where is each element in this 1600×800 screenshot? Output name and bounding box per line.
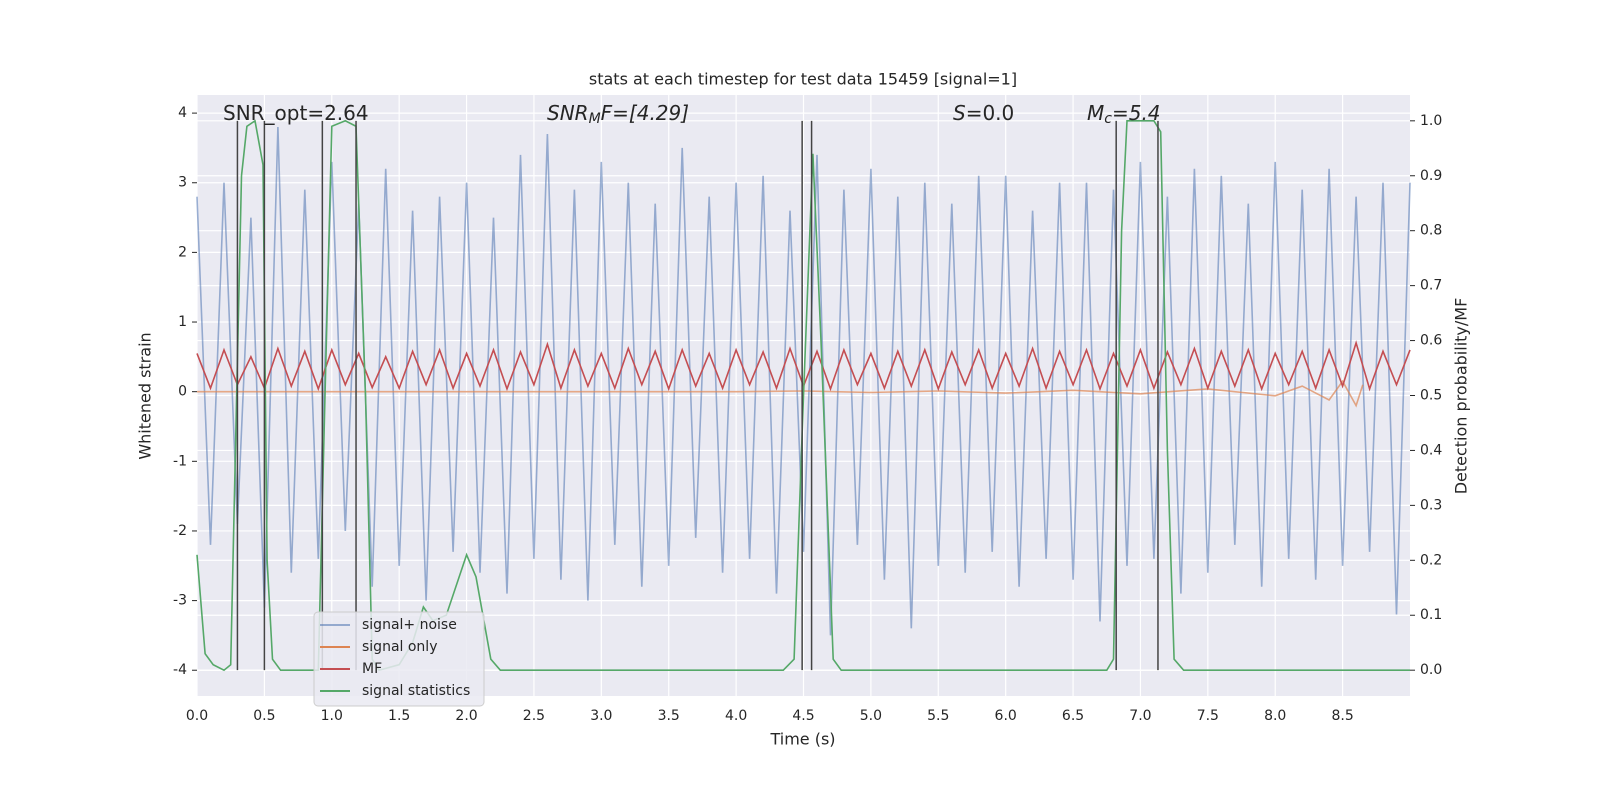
y2-tick-label: 0.0 xyxy=(1420,662,1442,678)
legend-label: signal only xyxy=(362,639,437,655)
annotation-sub: M xyxy=(589,111,601,127)
annotation: Mc=5.4 xyxy=(1087,101,1161,128)
y-tick-label: -2 xyxy=(173,523,187,539)
y2-tick-label: 0.3 xyxy=(1420,497,1442,513)
chart-title: stats at each timestep for test data 154… xyxy=(589,70,1017,89)
x-tick-label: 8.0 xyxy=(1264,708,1286,724)
x-tick-label: 7.5 xyxy=(1197,708,1219,724)
y2-tick-label: 0.7 xyxy=(1420,278,1442,294)
annotation-main: S xyxy=(953,101,966,125)
x-tick-label: 0.5 xyxy=(253,708,275,724)
y2-tick-label: 0.8 xyxy=(1420,223,1442,239)
y2-tick-label: 0.9 xyxy=(1420,168,1442,184)
annotation: S=0.0 xyxy=(953,101,1014,125)
x-tick-label: 5.5 xyxy=(927,708,949,724)
annotation-main: SNR xyxy=(547,101,589,125)
y2-tick-label: 0.2 xyxy=(1420,552,1442,568)
x-tick-label: 2.5 xyxy=(523,708,545,724)
legend-label: MF xyxy=(362,661,382,677)
y-tick-label: 2 xyxy=(178,244,187,260)
x-tick-label: 3.0 xyxy=(590,708,612,724)
y2-axis-label: Detection probability/MF xyxy=(1452,298,1471,495)
y-tick-label: -1 xyxy=(173,453,187,469)
annotation-main: M xyxy=(1087,101,1104,125)
y-tick-label: -4 xyxy=(173,662,187,678)
y-tick-label: -3 xyxy=(173,593,187,609)
x-tick-label: 1.0 xyxy=(321,708,343,724)
annotation-rest: =0.0 xyxy=(966,101,1015,125)
y2-tick-label: 0.4 xyxy=(1420,442,1442,458)
y2-tick-label: 0.6 xyxy=(1420,333,1442,349)
series-line xyxy=(197,379,1364,408)
legend-label: signal+ noise xyxy=(362,617,457,633)
annotation-main: SNR_opt=2.64 xyxy=(223,101,369,125)
annotation: SNRMF=[4.29] xyxy=(547,101,689,128)
legend-label: signal statistics xyxy=(362,683,470,699)
annotation-sub: c xyxy=(1104,111,1112,127)
annotation-rest: =5.4 xyxy=(1112,101,1161,125)
y2-tick-label: 0.5 xyxy=(1420,388,1442,404)
y2-tick-label: 1.0 xyxy=(1420,113,1442,129)
series-line xyxy=(196,126,1411,636)
y-tick-label: 1 xyxy=(178,314,187,330)
legend: signal+ noise signal only MF signal statist… xyxy=(313,611,485,707)
x-axis-label: Time (s) xyxy=(769,730,835,749)
x-tick-label: 8.5 xyxy=(1331,708,1353,724)
x-tick-label: 4.5 xyxy=(792,708,814,724)
x-tick-label: 5.0 xyxy=(860,708,882,724)
x-tick-label: 2.0 xyxy=(455,708,477,724)
x-tick-label: 3.5 xyxy=(658,708,680,724)
y-axis-label: Whitened strain xyxy=(136,332,155,459)
x-tick-label: 6.0 xyxy=(995,708,1017,724)
y-tick-label: 3 xyxy=(178,175,187,191)
y2-tick-label: 0.1 xyxy=(1420,607,1442,623)
legend-box xyxy=(313,611,485,707)
y-tick-label: 0 xyxy=(178,384,187,400)
annotation-rest: F=[4.29] xyxy=(601,101,689,125)
x-tick-label: 1.5 xyxy=(388,708,410,724)
y-tick-label: 4 xyxy=(178,105,187,121)
x-tick-label: 4.0 xyxy=(725,708,747,724)
x-tick-label: 6.5 xyxy=(1062,708,1084,724)
annotation: SNR_opt=2.64 xyxy=(223,101,369,125)
x-tick-label: 7.0 xyxy=(1129,708,1151,724)
x-tick-label: 0.0 xyxy=(186,708,208,724)
